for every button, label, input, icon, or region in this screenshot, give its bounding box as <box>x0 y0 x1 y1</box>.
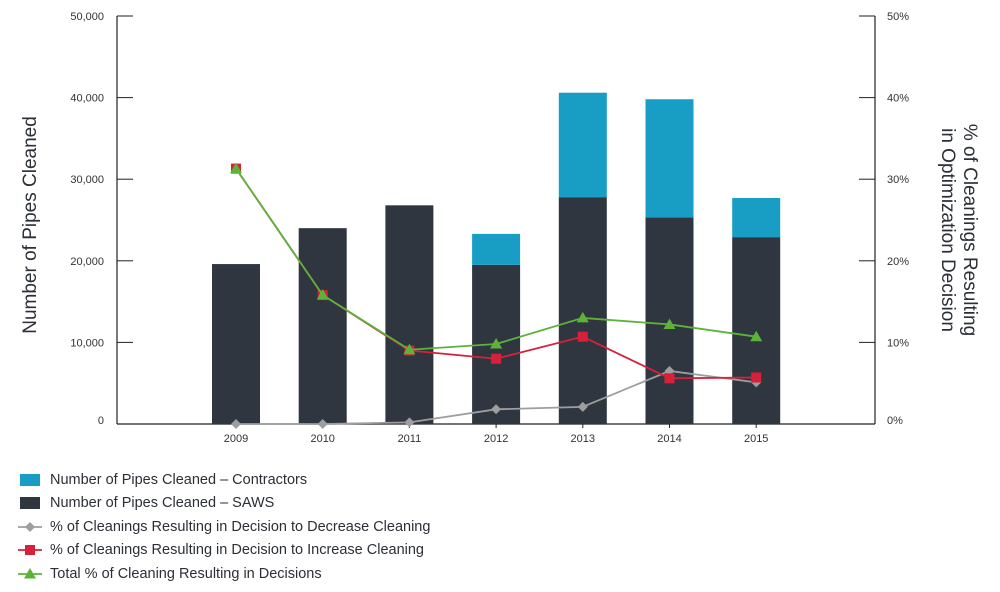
left-axis-title: Number of Pipes Cleaned <box>20 116 41 334</box>
bar-contractors <box>645 99 694 218</box>
legend-swatch-icon <box>18 521 42 532</box>
point-total <box>750 330 763 342</box>
bar-contractors <box>732 197 781 238</box>
point-increase <box>491 353 502 364</box>
legend-swatch-marker <box>25 521 35 532</box>
point-total <box>576 311 589 323</box>
right-axis-title-line-1: % of Cleanings Resulting <box>959 124 980 336</box>
point-increase <box>664 373 675 384</box>
legend-item: Number of Pipes Cleaned – Contractors <box>18 468 430 492</box>
x-tick-label: 2012 <box>484 433 508 445</box>
left-tick-label: 30,000 <box>70 174 104 186</box>
left-tick-label: 40,000 <box>70 93 104 105</box>
left-tick-label: 20,000 <box>70 256 104 268</box>
bar-saws <box>732 237 781 424</box>
bar-saws <box>298 228 347 424</box>
point-decrease <box>577 401 588 412</box>
right-tick-label: 40% <box>887 93 909 105</box>
bar-saws <box>558 197 607 424</box>
legend-swatch-marker <box>20 473 40 486</box>
x-tick-label: 2013 <box>571 433 595 445</box>
x-tick-label: 2009 <box>224 433 248 445</box>
legend-item: % of Cleanings Resulting in Decision to … <box>18 539 430 563</box>
right-tick-label: 50% <box>887 11 909 23</box>
x-tick-label: 2015 <box>744 433 768 445</box>
x-tick-label: 2010 <box>310 433 334 445</box>
legend-swatch-icon <box>20 473 40 486</box>
point-increase <box>751 372 762 383</box>
combo-chart: 0 10,000 20,000 30,000 40,000 50,000 0% 10% 20% 3… <box>20 11 980 445</box>
legend-item: Total % of Cleaning Resulting in Decisio… <box>18 562 430 586</box>
point-decrease <box>317 419 328 429</box>
right-tick-label: 30% <box>887 174 909 186</box>
left-tick-label: 50,000 <box>70 11 104 23</box>
legend-swatch-icon <box>18 545 42 556</box>
right-tick-label: 0% <box>887 415 903 427</box>
lines-layer <box>230 162 763 429</box>
x-tick-label: 2011 <box>398 433 422 445</box>
bar-saws <box>212 264 260 424</box>
legend-swatch-icon <box>20 497 40 510</box>
right-axis-title-line-2: in Optimization Decision <box>937 128 958 332</box>
legend-swatch-marker <box>25 545 35 556</box>
bar-contractors <box>472 233 521 265</box>
point-decrease <box>491 404 502 415</box>
legend-label: % of Cleanings Resulting in Decision to … <box>50 518 431 535</box>
right-tick-label: 10% <box>887 337 909 349</box>
legend-swatch-marker <box>24 567 36 579</box>
point-total <box>230 162 242 174</box>
legend-item: Number of Pipes Cleaned – SAWS <box>18 492 430 516</box>
right-tick-label: 20% <box>887 256 909 268</box>
point-increase <box>577 331 588 342</box>
point-total <box>316 289 329 300</box>
labels-layer: 0 10,000 20,000 30,000 40,000 50,000 0% 10% 20% 3… <box>20 11 980 445</box>
chart-legend: Number of Pipes Cleaned – Contractors Num… <box>18 468 430 586</box>
left-tick-label: 0 <box>98 415 104 427</box>
point-total <box>403 343 416 355</box>
legend-label: Total % of Cleaning Resulting in Decisio… <box>50 565 322 582</box>
point-decrease <box>404 417 415 428</box>
legend-swatch-marker <box>20 497 40 510</box>
point-decrease <box>231 419 241 429</box>
legend-label: % of Cleanings Resulting in Decision to … <box>50 542 424 559</box>
bar-saws <box>385 205 434 424</box>
bar-contractors <box>558 92 607 198</box>
legend-label: Number of Pipes Cleaned – SAWS <box>50 495 275 512</box>
left-tick-label: 10,000 <box>70 337 104 349</box>
legend-item: % of Cleanings Resulting in Decision to … <box>18 515 430 539</box>
point-total <box>663 318 676 329</box>
legend-swatch-icon <box>18 567 42 579</box>
legend-label: Number of Pipes Cleaned – Contractors <box>50 471 308 488</box>
point-total <box>490 338 503 349</box>
x-tick-label: 2014 <box>657 433 681 445</box>
